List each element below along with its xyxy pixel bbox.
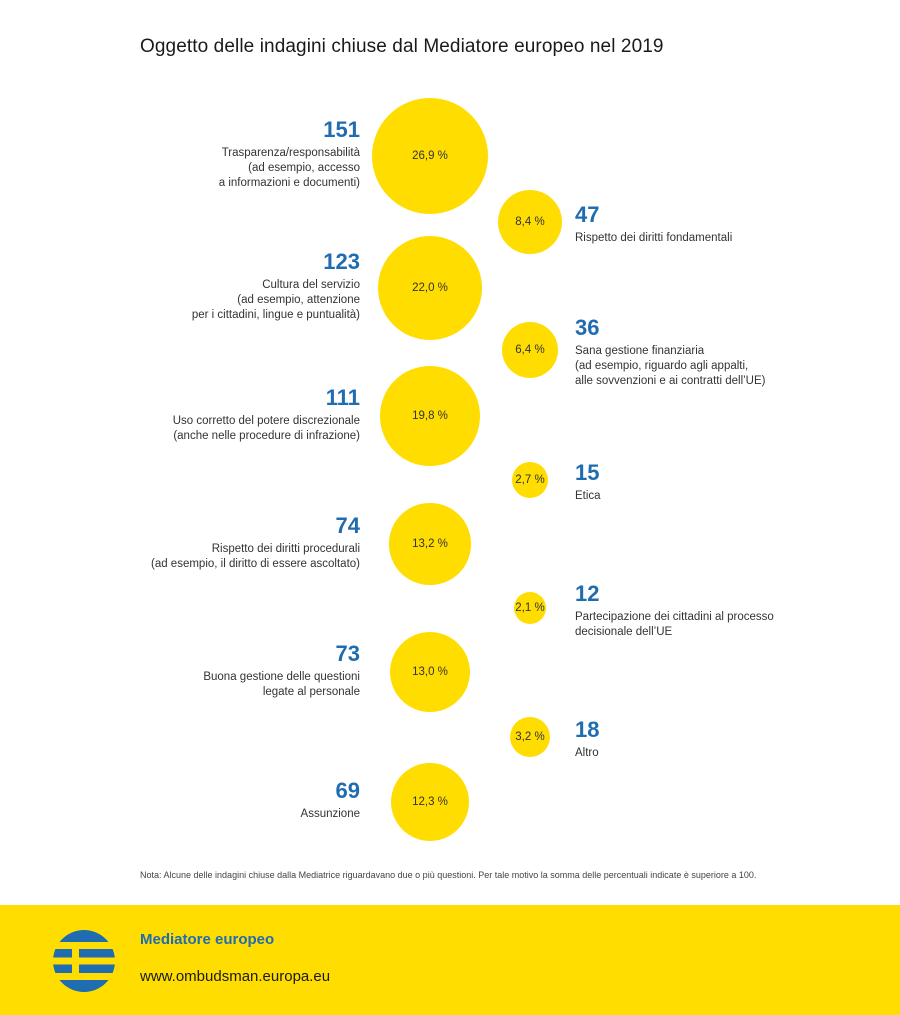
bubble-1: 26,9 % bbox=[372, 98, 488, 214]
bubble-4: 6,4 % bbox=[501, 321, 559, 379]
category-6: 15 Etica bbox=[575, 460, 875, 504]
category-label: Rispetto dei diritti procedurali (ad ese… bbox=[150, 543, 360, 570]
count-value: 74 bbox=[335, 513, 360, 538]
category-label: Assunzione bbox=[300, 808, 360, 820]
bubble-chart: 26,9 % 151 Trasparenza/responsabilità (ad … bbox=[60, 98, 875, 842]
bubble-10: 3,2 % bbox=[509, 716, 550, 757]
chart-title: Oggetto delle indagini chiuse dal Mediat… bbox=[140, 36, 664, 57]
bubble-percent-label: 3,2 % bbox=[515, 730, 545, 743]
count-value: 151 bbox=[323, 117, 360, 142]
bubble-percent-label: 13,0 % bbox=[412, 665, 448, 678]
bubble-percent-label: 13,2 % bbox=[412, 537, 448, 550]
european-ombudsman-logo-icon bbox=[52, 930, 116, 992]
count-value: 111 bbox=[325, 385, 360, 410]
count-value: 47 bbox=[575, 202, 600, 227]
bubble-9: 13,0 % bbox=[389, 631, 471, 713]
bubble-percent-label: 6,4 % bbox=[515, 343, 545, 356]
category-10: 18 Altro bbox=[575, 717, 875, 761]
category-label: Rispetto dei diritti fondamentali bbox=[575, 232, 733, 244]
bubble-percent-label: 2,7 % bbox=[515, 473, 545, 486]
category-label: Trasparenza/responsabilità (ad esempio, … bbox=[218, 147, 360, 189]
bubble-percent-label: 2,1 % bbox=[515, 601, 545, 614]
bubble-3: 22,0 % bbox=[377, 235, 483, 341]
count-value: 73 bbox=[335, 641, 360, 666]
bubble-2: 8,4 % bbox=[497, 189, 563, 255]
bubble-8: 2,1 % bbox=[513, 591, 547, 625]
bubble-percent-label: 22,0 % bbox=[412, 281, 448, 294]
bubble-percent-label: 26,9 % bbox=[412, 150, 448, 162]
category-label: Buona gestione delle questioni legate al… bbox=[203, 671, 360, 698]
category-label: Altro bbox=[575, 747, 599, 759]
count-value: 69 bbox=[335, 778, 360, 803]
category-9: 73 Buona gestione delle questioni legate … bbox=[60, 641, 360, 700]
count-value: 18 bbox=[575, 717, 600, 742]
count-value: 36 bbox=[575, 315, 600, 340]
category-label: Partecipazione dei cittadini al processo… bbox=[575, 611, 774, 638]
category-label: Sana gestione finanziaria (ad esempio, r… bbox=[575, 345, 766, 387]
category-1: 151 Trasparenza/responsabilità (ad esempi… bbox=[60, 117, 360, 191]
bubble-percent-label: 12,3 % bbox=[412, 795, 448, 808]
bubble-7: 13,2 % bbox=[389, 503, 471, 585]
footer-banner: Mediatore europeo www.ombudsman.europa.e… bbox=[0, 905, 900, 1015]
category-11: 69 Assunzione bbox=[60, 778, 360, 822]
count-value: 15 bbox=[575, 460, 600, 485]
bubble-11: 12,3 % bbox=[390, 762, 470, 842]
org-name: Mediatore europeo bbox=[140, 931, 275, 948]
count-value: 12 bbox=[575, 581, 600, 606]
bubble-percent-label: 19,8 % bbox=[412, 409, 448, 422]
category-3: 123 Cultura del servizio (ad esempio, att… bbox=[60, 249, 360, 323]
category-label: Etica bbox=[575, 490, 601, 502]
website-link[interactable]: www.ombudsman.europa.eu bbox=[140, 968, 331, 985]
footnote: Nota: Alcune delle indagini chiuse dalla… bbox=[140, 870, 757, 880]
category-8: 12 Partecipazione dei cittadini al proces… bbox=[575, 581, 875, 640]
bubble-5: 19,8 % bbox=[380, 366, 480, 466]
bubble-percent-label: 8,4 % bbox=[515, 215, 545, 228]
category-5: 111 Uso corretto del potere discrezionale… bbox=[60, 385, 360, 444]
category-label: Cultura del servizio (ad esempio, attenz… bbox=[191, 279, 360, 321]
category-7: 74 Rispetto dei diritti procedurali (ad e… bbox=[60, 513, 360, 572]
count-value: 123 bbox=[323, 249, 360, 274]
category-2: 47 Rispetto dei diritti fondamentali bbox=[575, 202, 875, 246]
category-label: Uso corretto del potere discrezionale (a… bbox=[172, 415, 360, 442]
bubble-6: 2,7 % bbox=[511, 461, 549, 499]
category-4: 36 Sana gestione finanziaria (ad esempio,… bbox=[575, 315, 875, 389]
